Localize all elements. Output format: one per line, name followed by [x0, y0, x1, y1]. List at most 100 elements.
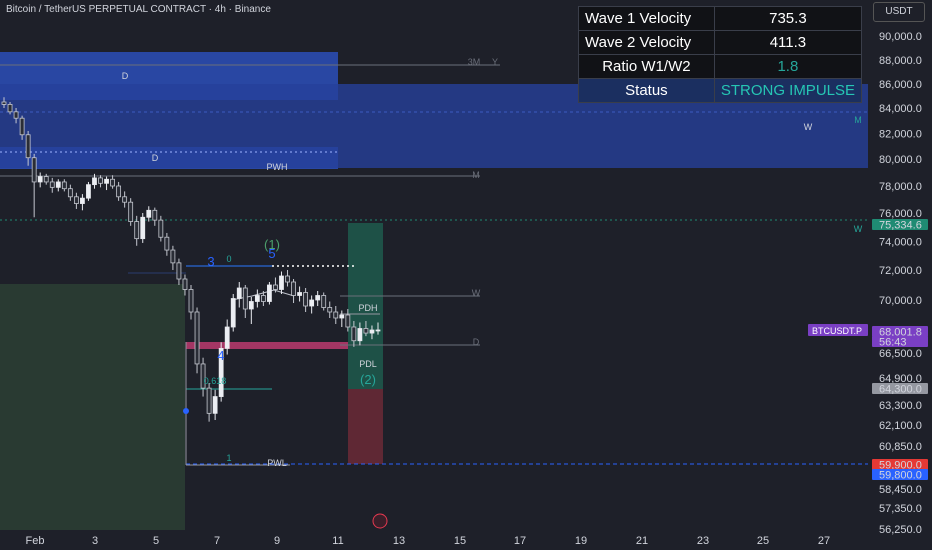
- y-tick-label: 76,000.0: [879, 208, 922, 220]
- price-badge: [872, 459, 928, 470]
- candle-body: [273, 284, 278, 290]
- y-tick-label: 63,300.0: [879, 400, 922, 412]
- currency-selector[interactable]: USDT: [873, 2, 925, 22]
- level-label: W: [472, 288, 481, 298]
- y-tick-label: 82,000.0: [879, 129, 922, 141]
- y-tick-label: 72,000.0: [879, 265, 922, 277]
- swing-low-marker: [183, 408, 189, 414]
- candle-body: [339, 314, 345, 319]
- candle-body: [182, 278, 188, 290]
- candle-body: [152, 209, 158, 221]
- price-badge-label: 75,334.6: [879, 220, 922, 232]
- y-tick-label: 60,850.0: [879, 441, 922, 453]
- candles-layer: [1, 97, 381, 422]
- level-label: D: [473, 337, 480, 347]
- y-tick-label: 88,000.0: [879, 55, 922, 67]
- level-label: D: [122, 71, 129, 81]
- candle-body: [158, 219, 164, 238]
- demand-zone: [0, 284, 185, 530]
- candle-body: [128, 201, 134, 222]
- y-tick-label: 70,000.0: [879, 295, 922, 307]
- table-row: Ratio W1/W2 1.8: [578, 54, 863, 79]
- candle-body: [218, 347, 224, 397]
- table-label: Ratio W1/W2: [578, 54, 715, 79]
- candle-body: [164, 236, 170, 251]
- candle-body: [19, 117, 25, 136]
- tradingview-logo-icon: [372, 513, 388, 529]
- level-label: PWL: [267, 458, 287, 468]
- y-axis[interactable]: 90,000.0 88,000.0 86,000.0 84,000.0 82,000.0…: [868, 0, 932, 550]
- candle-body: [134, 221, 140, 240]
- price-badge: [872, 219, 928, 230]
- table-value: 411.3: [713, 30, 863, 55]
- y-tick-label: 86,000.0: [879, 79, 922, 91]
- symbol-badge: [808, 324, 868, 336]
- candle-body: [351, 326, 357, 342]
- symbol-badge-label: BTCUSDT.P: [812, 326, 862, 336]
- candle-body: [248, 301, 254, 310]
- candle-body: [309, 299, 315, 307]
- candle-body: [369, 329, 375, 334]
- candle-body: [279, 275, 284, 290]
- candle-body: [61, 181, 67, 190]
- candle-body: [291, 281, 296, 296]
- level-label: W: [804, 122, 813, 132]
- candle-body: [73, 196, 79, 204]
- level-label: M: [854, 115, 862, 125]
- candle-body: [327, 307, 333, 313]
- price-badge: [872, 336, 928, 347]
- candle-body: [321, 295, 327, 308]
- wave-label: 1: [226, 453, 231, 463]
- price-badge-label: 56:43: [879, 337, 907, 349]
- candle-body: [67, 188, 73, 198]
- level-label: PDL: [359, 359, 377, 369]
- x-tick-label: 19: [575, 535, 587, 547]
- candle-body: [254, 295, 260, 302]
- x-tick-label: 27: [818, 535, 830, 547]
- wave-label: (1): [264, 237, 280, 252]
- candle-body: [98, 177, 103, 184]
- y-tick-label: 78,000.0: [879, 181, 922, 193]
- x-tick-label: 17: [514, 535, 526, 547]
- table-value: 735.3: [713, 6, 863, 31]
- price-badge: [872, 469, 928, 480]
- table-label: Status: [578, 78, 715, 103]
- price-badge-label: 59,800.0: [879, 470, 922, 482]
- candle-body: [267, 284, 272, 302]
- x-tick-label: 23: [697, 535, 709, 547]
- y-tick-label: 84,000.0: [879, 103, 922, 115]
- candle-body: [140, 216, 146, 240]
- wave-label: 0.618: [204, 376, 227, 386]
- candle-body: [110, 178, 115, 187]
- y-tick-label: 66,500.0: [879, 348, 922, 360]
- price-badge-label: 59,900.0: [879, 460, 922, 472]
- y-tick-label: 74,000.0: [879, 237, 922, 249]
- candle-body: [7, 104, 13, 113]
- candle-body: [212, 396, 218, 414]
- y-tick-label: 56,250.0: [879, 524, 922, 536]
- candle-body: [236, 287, 242, 299]
- annotations-layer: (1)5 3 0 4 0.618 1 (2) D D 3M Y W M PWH M W W PDH D PDL PWL B…: [122, 57, 868, 529]
- table-row: Status STRONG IMPULSE: [578, 78, 863, 103]
- candle-body: [80, 197, 85, 204]
- candle-body: [224, 326, 230, 349]
- long-target-zone: [348, 223, 383, 389]
- candle-body: [170, 249, 176, 264]
- status-value: STRONG IMPULSE: [713, 78, 863, 103]
- price-badge-label: 64,300.0: [879, 384, 922, 396]
- x-tick-label: 13: [393, 535, 405, 547]
- candle-body: [303, 292, 309, 307]
- candle-body: [1, 101, 7, 105]
- x-axis[interactable]: Feb 3 5 7 9 11 13 15 17 19 21 23 25 27: [26, 535, 831, 547]
- candle-body: [285, 275, 290, 283]
- chart-title: Bitcoin / TetherUS PERPETUAL CONTRACT · …: [6, 4, 271, 15]
- y-tick-label: 57,350.0: [879, 503, 922, 515]
- y-tick-label: 58,450.0: [879, 484, 922, 496]
- y-tick-label: 62,100.0: [879, 420, 922, 432]
- table-label: Wave 1 Velocity: [578, 6, 715, 31]
- wave-label: 4: [217, 348, 224, 363]
- price-badge-label: 68,001.8: [879, 327, 922, 339]
- candle-body: [86, 184, 91, 199]
- candle-body: [315, 295, 321, 301]
- table-value: 1.8: [713, 54, 863, 79]
